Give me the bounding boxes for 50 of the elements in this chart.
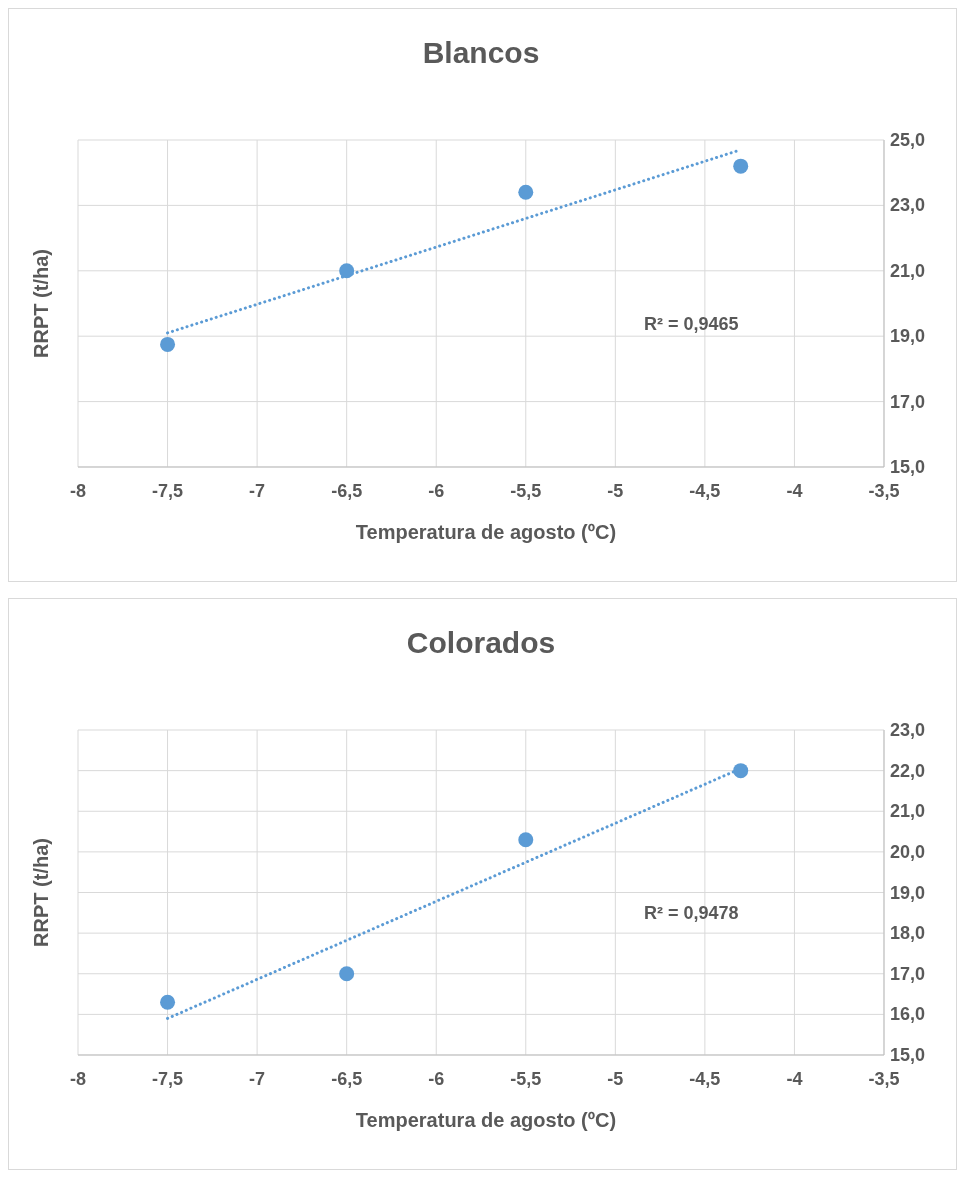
x-tick-label: -4	[786, 481, 803, 501]
x-tick-label: -6,5	[331, 1069, 363, 1089]
y-tick-label: 25,0	[890, 130, 926, 150]
y-tick-label: 23,0	[890, 720, 926, 740]
chart-title: Blancos	[422, 36, 540, 69]
annotation: R² = 0,9465	[644, 313, 739, 334]
x-tick-label: -4,5	[689, 481, 721, 501]
point	[733, 763, 749, 779]
point	[160, 336, 176, 352]
y-tick-label: 18,0	[890, 923, 926, 944]
y-tick-label: 17,0	[890, 391, 926, 412]
x-tick-label: -6	[428, 1069, 445, 1089]
x-tick-label: -6	[428, 481, 445, 501]
x-tick-label: -8	[69, 1069, 87, 1089]
point	[733, 158, 749, 174]
y-tick-label: 15,0	[890, 1045, 926, 1065]
x-axis-title: Temperatura de agosto (ºC)	[355, 1109, 617, 1131]
x-tick-label: -3,5	[868, 1069, 900, 1089]
x-tick-label: -7	[249, 1069, 266, 1089]
y-tick-label: 17,0	[890, 963, 926, 984]
y-axis-title: RRPT (t/ha)	[30, 838, 52, 947]
x-tick-label: -3,5	[868, 481, 900, 501]
chart-title: Colorados	[406, 626, 556, 659]
x-tick-label: -7,5	[152, 1069, 184, 1089]
point	[160, 994, 176, 1010]
point	[518, 832, 534, 848]
y-tick-label: 16,0	[890, 1004, 926, 1025]
x-tick-label: -6,5	[331, 481, 363, 501]
y-tick-label: 23,0	[890, 195, 926, 216]
x-tick-label: -5	[607, 481, 624, 501]
point	[518, 184, 534, 200]
x-tick-label: -4,5	[689, 1069, 721, 1089]
y-tick-label: 22,0	[890, 760, 926, 781]
x-tick-label: -7,5	[152, 481, 184, 501]
y-tick-label: 20,0	[890, 841, 926, 862]
y-tick-label: 15,0	[890, 457, 926, 477]
x-tick-label: -5	[607, 1069, 624, 1089]
x-tick-label: -7	[249, 481, 266, 501]
x-tick-label: -5,5	[510, 1069, 542, 1089]
y-axis-title: RRPT (t/ha)	[30, 249, 52, 358]
y-tick-label: 19,0	[890, 882, 926, 903]
point	[339, 966, 355, 982]
y-tick-label: 19,0	[890, 326, 926, 347]
y-tick-label: 21,0	[890, 260, 926, 281]
x-tick-label: -5,5	[510, 481, 542, 501]
y-tick-label: 21,0	[890, 801, 926, 822]
x-tick-label: -8	[69, 481, 87, 501]
x-axis-title: Temperatura de agosto (ºC)	[355, 521, 617, 543]
annotation: R² = 0,9478	[644, 902, 739, 923]
x-tick-label: -4	[786, 1069, 803, 1089]
